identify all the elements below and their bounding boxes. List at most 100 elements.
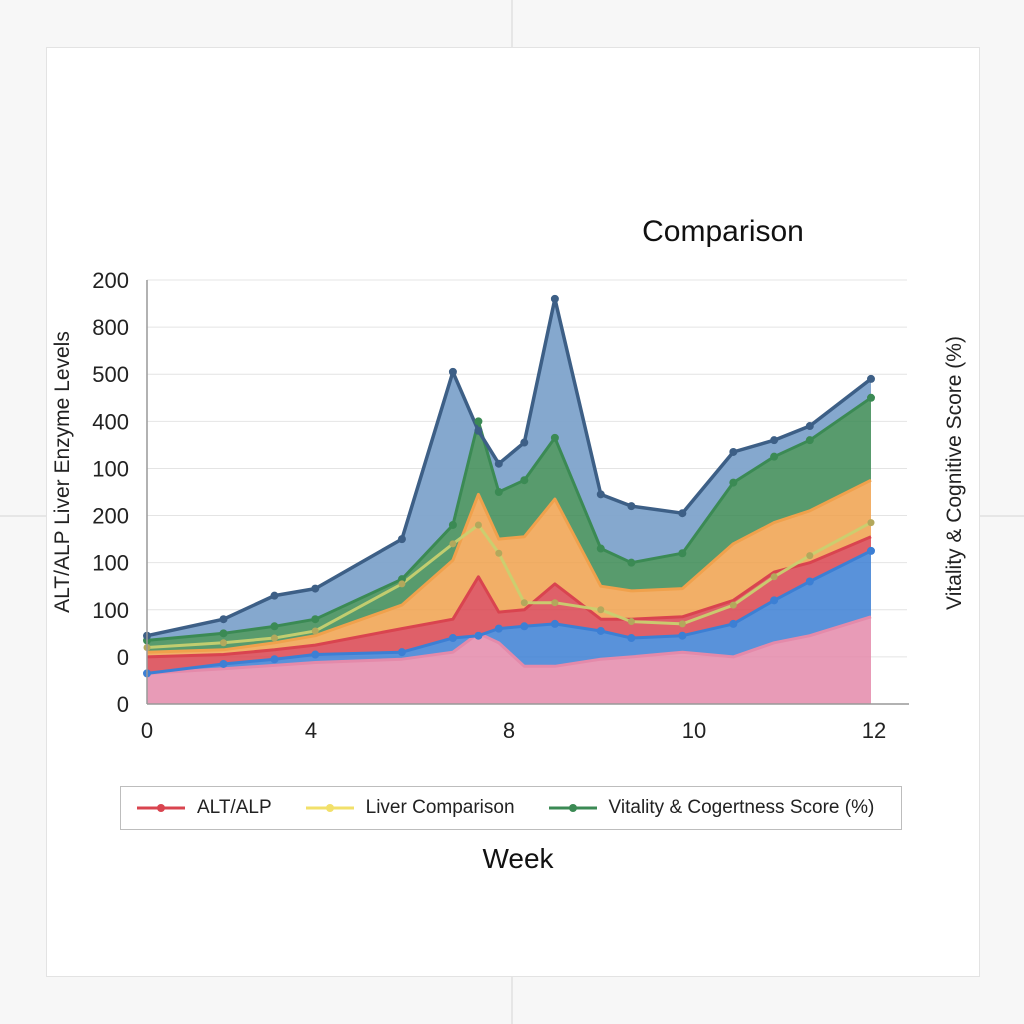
legend-item-alt-alp[interactable]: ALT/ALP [135, 797, 272, 819]
point-total-13 [729, 447, 738, 456]
area-layer [147, 298, 871, 704]
point-total-5 [448, 367, 457, 376]
x-tick-label-3: 10 [682, 718, 706, 743]
point-total-15 [805, 422, 814, 431]
legend-swatch-vitality-score [548, 804, 597, 812]
point-vitality-cogertness-score--7 [494, 488, 503, 496]
y-tick-label-6: 400 [92, 409, 129, 434]
point-marker-trace-10 [596, 626, 605, 635]
legend-swatch-liver-comparison [305, 804, 354, 812]
point-total-1 [219, 615, 228, 624]
line-baseline [146, 615, 872, 675]
point-marker-trace-11 [627, 634, 636, 643]
point-total-14 [770, 436, 779, 445]
y-tick-label-4: 200 [92, 504, 129, 529]
point-liver-comparison-trend-14 [770, 573, 778, 581]
legend-label-liver-comparison: Liver Comparison [365, 797, 515, 818]
area-baseline [147, 616, 871, 704]
point-vitality-cogertness-score--13 [729, 478, 738, 487]
point-liver-comparison-trend-5 [449, 540, 457, 548]
line-alt-alp [146, 535, 872, 659]
area-alt-alp [147, 536, 871, 674]
point-marker-trace-13 [729, 619, 738, 628]
y-tick-label-1: 0 [117, 645, 129, 670]
y-tick-label-2: 100 [92, 598, 129, 623]
series-markers [143, 294, 875, 678]
point-liver-comparison-trend-15 [806, 552, 814, 560]
point-vitality-cogertness-score--16 [867, 393, 875, 402]
point-vitality-cogertness-score--10 [596, 544, 605, 553]
legend-label-alt-alp: ALT/ALP [197, 797, 272, 818]
right-axis-label: Vitality & Cognitive Score (%) [943, 336, 966, 610]
point-total-6 [474, 426, 483, 435]
point-marker-trace-15 [805, 577, 814, 586]
point-total-3 [311, 584, 320, 593]
point-liver-comparison-trend-11 [627, 618, 635, 626]
point-liver-comparison-trend-6 [474, 521, 482, 529]
point-vitality-cogertness-score--3 [311, 615, 320, 624]
point-liver-comparison-trend-9 [551, 599, 559, 607]
point-total-8 [520, 438, 529, 447]
point-vitality-cogertness-score--11 [627, 558, 636, 567]
point-marker-trace-2 [270, 655, 279, 664]
point-marker-trace-9 [550, 619, 559, 628]
line-liver-comparison [146, 478, 872, 654]
y-tick-label-3: 100 [92, 551, 129, 576]
point-marker-trace-12 [678, 631, 687, 640]
point-vitality-cogertness-score--1 [219, 629, 228, 638]
point-marker-trace-14 [770, 596, 779, 605]
point-total-11 [627, 502, 636, 511]
point-total-7 [494, 459, 503, 468]
point-liver-comparison-trend-1 [219, 639, 227, 647]
x-tick-label-4: 12 [862, 718, 886, 743]
legend-item-vitality-score[interactable]: Vitality & Cogertness Score (%) [547, 797, 875, 819]
point-liver-comparison-trend-12 [678, 620, 686, 628]
point-total-12 [678, 509, 687, 518]
point-vitality-cogertness-score--8 [520, 476, 529, 485]
point-total-4 [397, 535, 406, 544]
legend-label-vitality-score: Vitality & Cogertness Score (%) [608, 797, 875, 818]
x-tick-label-1: 4 [305, 718, 317, 743]
point-marker-trace-6 [474, 631, 483, 640]
point-liver-comparison-trend-3 [311, 627, 319, 635]
x-axis-label: Week [482, 843, 554, 874]
point-liver-comparison-trend-10 [597, 606, 605, 614]
point-marker-trace-4 [397, 648, 406, 657]
legend-item-liver-comparison[interactable]: Liver Comparison [304, 797, 515, 819]
point-total-16 [867, 374, 875, 383]
area-total [147, 298, 871, 641]
point-total-2 [270, 591, 279, 600]
point-vitality-cogertness-score--2 [270, 622, 279, 631]
legend: ALT/ALP Liver Comparison Vitality & Coge… [120, 786, 902, 830]
y-tick-label-0: 0 [117, 692, 129, 717]
point-liver-comparison-trend-8 [520, 599, 528, 607]
point-vitality-cogertness-score--14 [770, 452, 779, 461]
point-marker-trace-8 [520, 622, 529, 631]
legend-swatch-alt-alp [137, 804, 185, 812]
point-liver-comparison-trend-7 [495, 549, 503, 557]
point-total-10 [596, 490, 605, 499]
chart-panel: 0 0 100 100 200 100 400 500 800 200 0 4 8 10 12 Compar… [46, 47, 980, 977]
y-tick-label-9: 200 [92, 268, 129, 293]
point-total-9 [550, 294, 559, 303]
area-marker-trace [147, 550, 871, 674]
point-liver-comparison-trend-16 [867, 519, 875, 527]
point-vitality-cogertness-score--12 [678, 549, 687, 558]
point-vitality-cogertness-score--6 [474, 417, 483, 426]
point-marker-trace-3 [311, 650, 320, 659]
point-vitality-cogertness-score--15 [805, 436, 814, 445]
area-liver-comparison [147, 480, 871, 657]
point-liver-comparison-trend-4 [398, 580, 406, 588]
area-vitality-cogertness-score- [147, 397, 871, 653]
point-vitality-cogertness-score--9 [550, 433, 559, 442]
axes [146, 280, 909, 705]
y-tick-label-5: 100 [92, 456, 129, 481]
point-liver-comparison-trend-13 [729, 601, 737, 609]
point-marker-trace-1 [219, 659, 228, 668]
y-axis-label: ALT/ALP Liver Enzyme Levels [51, 331, 74, 613]
y-tick-label-8: 800 [92, 315, 129, 340]
point-liver-comparison-trend-2 [270, 634, 278, 642]
chart-title: Comparison [642, 215, 804, 248]
